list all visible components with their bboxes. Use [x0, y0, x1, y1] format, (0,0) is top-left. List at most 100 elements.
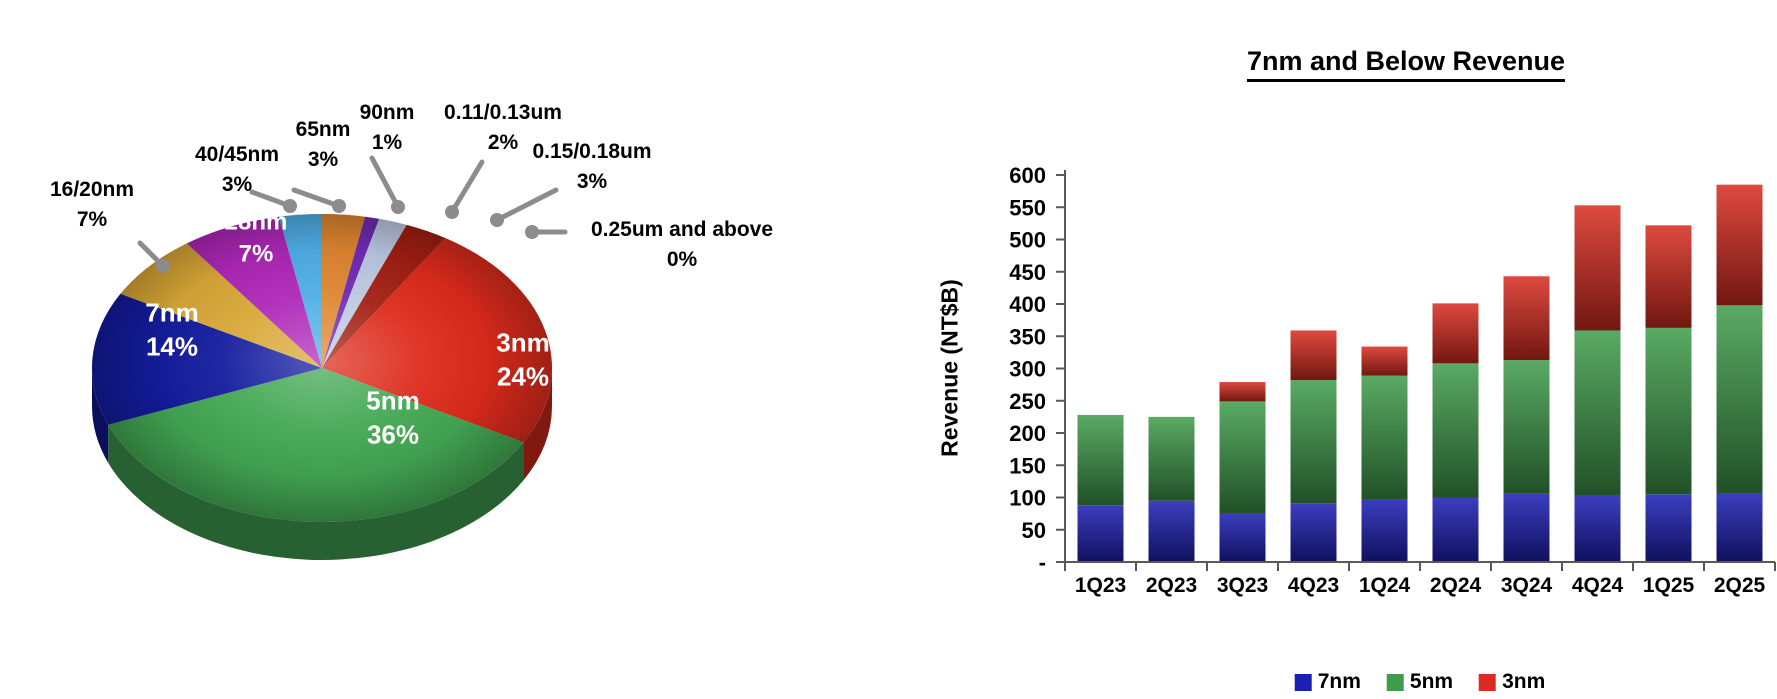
bar-segment-7nm-1Q25 — [1645, 494, 1692, 562]
bar-segment-3nm-2Q25 — [1716, 184, 1763, 306]
pie-leader-line-90nm — [369, 155, 401, 210]
bar-segment-3nm-3Q24 — [1503, 276, 1550, 361]
y-tick-label-550: 550 — [1009, 195, 1046, 220]
y-tick-label-400: 400 — [1009, 292, 1046, 317]
bar-segment-5nm-1Q25 — [1645, 327, 1692, 495]
pie-label-name: 7nm — [145, 297, 199, 328]
bar-chart-legend: 7nm 5nm 3nm — [1294, 670, 1545, 694]
pie-leader-dot-16/20nm — [156, 259, 170, 273]
pie-leader-dot-40/45nm — [283, 199, 297, 213]
bar-segment-5nm-3Q23 — [1219, 401, 1266, 513]
y-tick-label-350: 350 — [1009, 324, 1046, 349]
bar-segment-7nm-4Q24 — [1574, 495, 1621, 562]
pie-label-percent: 7% — [76, 208, 108, 231]
bar-segment-7nm-1Q23 — [1077, 505, 1124, 562]
bar-segment-3nm-4Q24 — [1574, 205, 1621, 331]
bar-segment-3nm-2Q24 — [1432, 303, 1479, 364]
bar-segment-5nm-2Q25 — [1716, 305, 1763, 493]
y-tick-label-100: 100 — [1009, 486, 1046, 511]
legend-label-5nm: 5nm — [1409, 670, 1454, 693]
x-category-label-4Q24: 4Q24 — [1572, 574, 1624, 597]
pie-label-0.25um and above: 0.25um and above 0% — [591, 215, 773, 275]
bar-segment-5nm-4Q23 — [1290, 380, 1337, 504]
legend-label-3nm: 3nm — [1502, 670, 1546, 693]
y-tick-label-150: 150 — [1009, 453, 1046, 478]
pie-label-percent: 3% — [307, 148, 339, 171]
x-category-label-2Q25: 2Q25 — [1714, 574, 1766, 597]
bar-segment-7nm-2Q24 — [1432, 497, 1479, 562]
pie-label-name: 40/45nm — [194, 143, 280, 167]
y-tick-label-50: 50 — [1022, 518, 1046, 543]
bar-chart-title-text: 7nm and Below Revenue — [1246, 46, 1566, 82]
pie-label-percent: 14% — [145, 332, 199, 362]
pie-label-percent: 0% — [666, 248, 698, 271]
x-category-label-1Q23: 1Q23 — [1075, 574, 1126, 597]
legend-label-7nm: 7nm — [1317, 670, 1361, 693]
pie-label-65nm: 65nm 3% — [296, 115, 351, 175]
legend-item-3nm: 3nm — [1479, 670, 1545, 694]
legend-swatch-7nm — [1294, 673, 1312, 691]
pie-label-name: 90nm — [359, 101, 415, 125]
pie-slice-side-5nm — [108, 424, 524, 561]
pie-leader-dot-0.25um and above — [525, 225, 539, 239]
bar-segment-7nm-4Q23 — [1290, 503, 1337, 562]
x-category-label-1Q25: 1Q25 — [1643, 574, 1695, 597]
x-category-label-3Q23: 3Q23 — [1217, 574, 1268, 597]
pie-label-name: 0.15/0.18um — [532, 140, 652, 164]
pie-label-90nm: 90nm 1% — [360, 98, 415, 158]
x-category-label-3Q24: 3Q24 — [1501, 574, 1553, 597]
pie-label-name: 65nm — [295, 118, 351, 142]
legend-swatch-3nm — [1479, 673, 1497, 691]
pie-label-16/20nm: 16/20nm 7% — [50, 175, 134, 235]
pie-label-3nm: 3nm 24% — [496, 326, 549, 395]
legend-item-5nm: 5nm — [1386, 670, 1454, 694]
bar-segment-5nm-1Q24 — [1361, 375, 1408, 500]
bar-chart-y-axis-title: Revenue (NT$B) — [936, 279, 963, 457]
bar-segment-3nm-4Q23 — [1290, 330, 1337, 381]
bar-segment-5nm-4Q24 — [1574, 330, 1621, 496]
y-tick-label-250: 250 — [1009, 389, 1046, 414]
pie-label-name: 0.11/0.13um — [444, 101, 562, 125]
pie-slice-side-3nm — [523, 368, 552, 481]
pie-leader-line-65nm — [291, 187, 342, 209]
y-tick-label-600: 600 — [1009, 163, 1046, 188]
x-category-label-2Q24: 2Q24 — [1430, 574, 1482, 597]
bar-segment-3nm-1Q25 — [1645, 225, 1692, 328]
pie-leader-dot-0.11/0.13um — [445, 205, 459, 219]
bar-segment-5nm-1Q23 — [1077, 414, 1124, 506]
pie-label-percent: 2% — [487, 131, 519, 154]
bar-segment-7nm-3Q24 — [1503, 493, 1550, 562]
x-category-label-1Q24: 1Q24 — [1359, 574, 1411, 597]
pie-leader-dot-90nm — [391, 200, 405, 214]
x-category-label-4Q23: 4Q23 — [1288, 574, 1339, 597]
y-tick-label-500: 500 — [1009, 228, 1046, 253]
bar-segment-5nm-2Q24 — [1432, 363, 1479, 498]
pie-label-5nm: 5nm 36% — [366, 384, 419, 453]
pie-label-name: 3nm — [496, 327, 550, 358]
pie-leader-dot-0.15/0.18um — [490, 213, 504, 227]
y-tick-label-450: 450 — [1009, 260, 1046, 285]
pie-label-name: 16/20nm — [49, 178, 135, 202]
bar-segment-7nm-1Q24 — [1361, 499, 1408, 562]
pie-leader-line-0.11/0.13um — [449, 159, 485, 215]
pie-slice-side-7nm — [92, 368, 109, 463]
pie-label-percent: 7% — [238, 240, 274, 267]
pie-label-28nm: 28nm 7% — [225, 206, 288, 269]
pie-leader-line-0.15/0.18um — [494, 187, 559, 223]
pie-label-name: 28nm — [224, 208, 288, 236]
y-tick-label--: - — [1039, 550, 1046, 575]
pie-label-name: 0.25um and above — [590, 218, 774, 242]
pie-label-7nm: 7nm 14% — [145, 296, 198, 365]
y-tick-label-300: 300 — [1009, 357, 1046, 382]
pie-label-name: 5nm — [366, 385, 420, 416]
bar-segment-5nm-3Q24 — [1503, 360, 1550, 494]
pie-label-percent: 24% — [496, 362, 550, 392]
pie-label-percent: 36% — [366, 420, 420, 450]
pie-leader-dot-65nm — [332, 199, 346, 213]
x-category-label-2Q23: 2Q23 — [1146, 574, 1197, 597]
pie-label-percent: 3% — [221, 173, 253, 196]
bar-segment-3nm-3Q23 — [1219, 382, 1266, 402]
bar-segment-5nm-2Q23 — [1148, 416, 1195, 501]
pie-label-0.15/0.18um: 0.15/0.18um 3% — [532, 137, 651, 197]
bar-segment-7nm-2Q25 — [1716, 492, 1763, 562]
